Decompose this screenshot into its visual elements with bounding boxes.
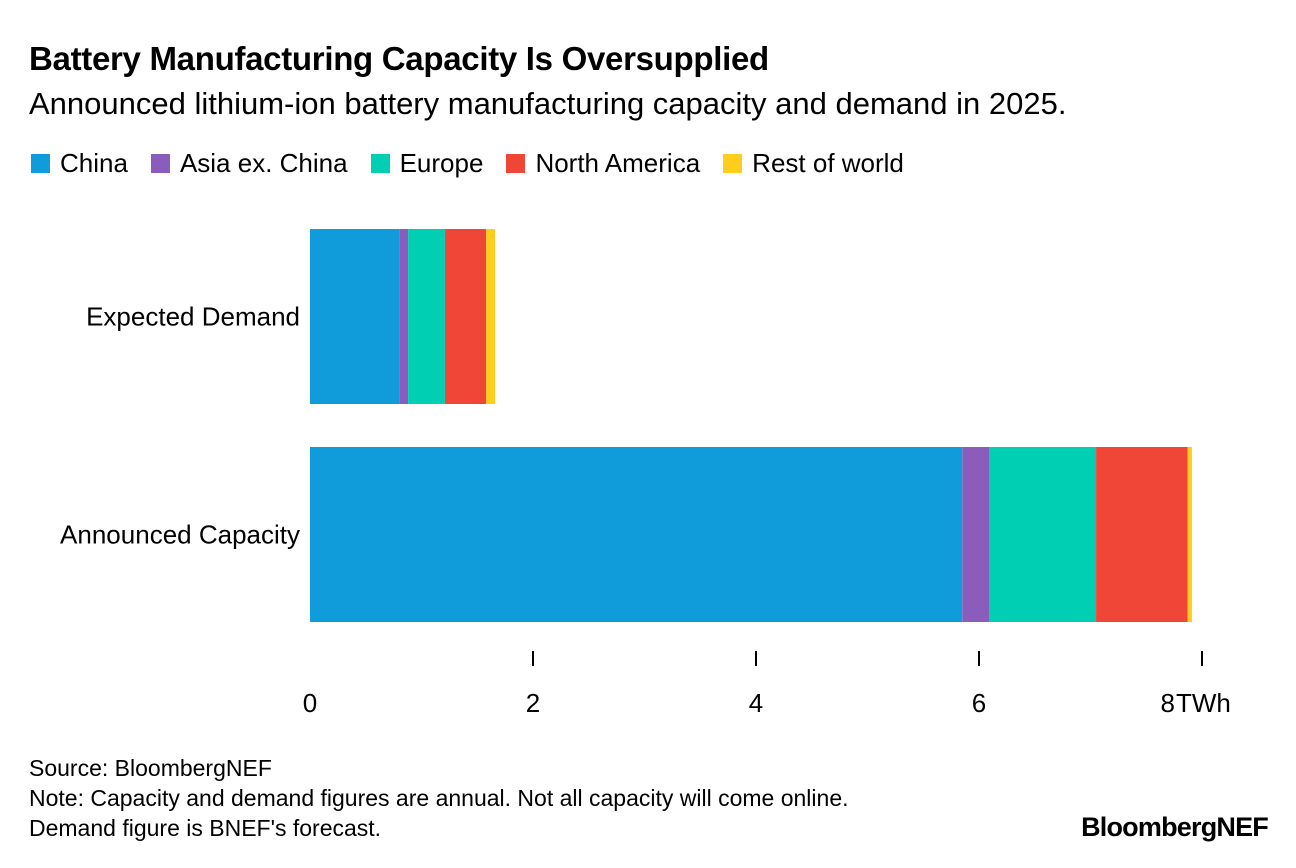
legend-label-north-america: North America xyxy=(535,148,701,178)
x-tick-label-2: 2 xyxy=(526,688,540,718)
legend-item-china: China xyxy=(31,148,128,179)
bar-expected-demand-europe xyxy=(408,229,445,404)
chart-subtitle: Announced lithium-ion battery manufactur… xyxy=(29,86,1067,121)
category-label-announced-capacity: Announced Capacity xyxy=(60,520,300,550)
legend-label-rest-of-world: Rest of world xyxy=(752,148,904,178)
bar-expected-demand-asia-ex-china xyxy=(399,229,409,404)
legend-swatch-china xyxy=(31,154,50,173)
x-axis-unit: TWh xyxy=(1176,688,1231,718)
note-line-2: Demand figure is BNEF's forecast. xyxy=(29,815,382,841)
bar-expected-demand-north-america xyxy=(444,229,487,404)
legend-label-europe: Europe xyxy=(399,148,484,178)
note-line-1: Note: Capacity and demand figures are an… xyxy=(29,785,849,811)
brand-logo: BloombergNEF xyxy=(1081,812,1269,842)
x-tick-label-0: 0 xyxy=(303,688,317,718)
source-note: Source: BloombergNEF xyxy=(29,755,272,781)
legend-item-north-america: North America xyxy=(506,148,700,179)
bar-announced-capacity-asia-ex-china xyxy=(962,447,990,622)
bar-announced-capacity-europe xyxy=(989,447,1097,622)
legend-item-europe: Europe xyxy=(370,148,484,179)
bar-announced-capacity-rest-of-world xyxy=(1187,447,1192,622)
bar-expected-demand-china xyxy=(310,229,400,404)
legend-item-asia-ex-china: Asia ex. China xyxy=(150,148,348,179)
legend-swatch-asia-ex-china xyxy=(150,154,170,173)
x-tick-label-4: 4 xyxy=(749,688,763,718)
legend-label-asia-ex-china: Asia ex. China xyxy=(179,148,348,178)
category-label-expected-demand: Expected Demand xyxy=(86,302,300,332)
bar-expected-demand-rest-of-world xyxy=(486,229,496,404)
legend-swatch-north-america xyxy=(506,154,526,173)
legend-swatch-europe xyxy=(370,154,390,173)
legend-item-rest-of-world: Rest of world xyxy=(723,148,904,179)
x-tick-label-6: 6 xyxy=(972,688,986,718)
legend-label-china: China xyxy=(60,148,128,178)
bar-announced-capacity-china xyxy=(310,447,963,622)
chart-title: Battery Manufacturing Capacity Is Oversu… xyxy=(29,40,769,77)
x-tick-label-8: 8 xyxy=(1161,688,1175,718)
legend: China Asia ex. China Europe North Americ… xyxy=(31,148,927,179)
legend-swatch-rest-of-world xyxy=(723,154,743,173)
bar-announced-capacity-north-america xyxy=(1096,447,1188,622)
